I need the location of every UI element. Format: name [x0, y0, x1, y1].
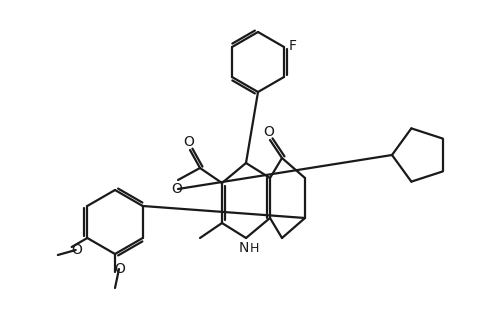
- Text: N: N: [239, 241, 249, 255]
- Text: H: H: [249, 242, 258, 254]
- Text: O: O: [171, 182, 182, 196]
- Text: O: O: [71, 243, 82, 257]
- Text: O: O: [115, 262, 125, 276]
- Text: O: O: [183, 135, 195, 149]
- Text: F: F: [289, 39, 297, 53]
- Text: O: O: [264, 125, 274, 139]
